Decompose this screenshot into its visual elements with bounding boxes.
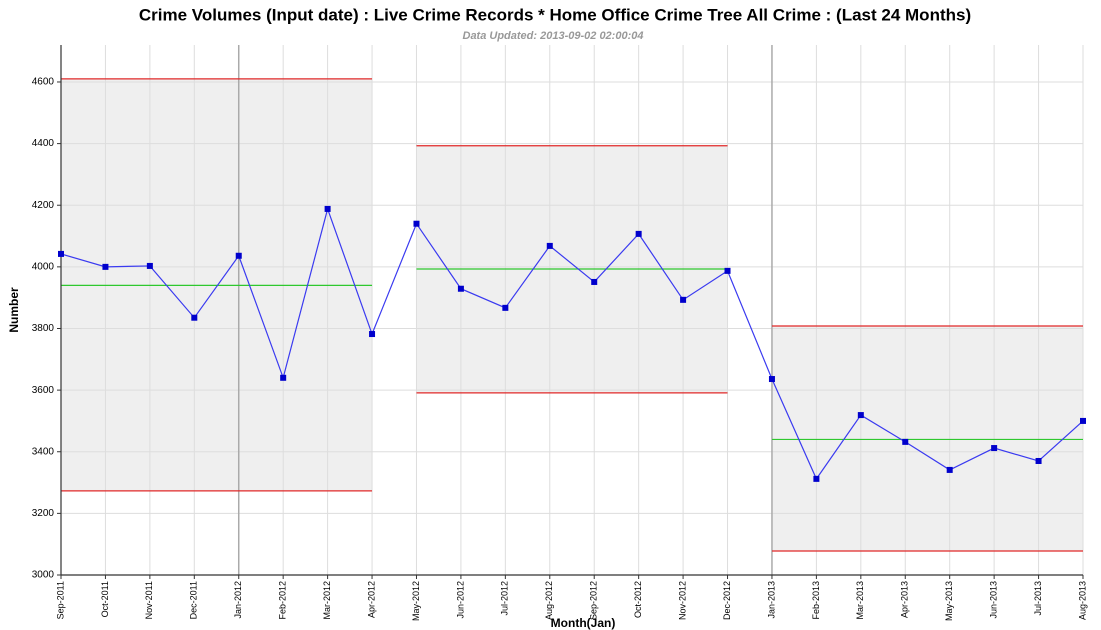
data-point <box>724 267 731 274</box>
y-axis-label: Number <box>7 287 21 333</box>
x-tick-label: Jun-2013 <box>989 581 999 619</box>
y-tick-label: 4400 <box>32 138 55 149</box>
x-tick-label: Dec-2011 <box>189 581 199 619</box>
data-point <box>146 262 153 269</box>
x-tick-label: Feb-2013 <box>811 581 821 620</box>
x-tick-label: Jan-2012 <box>233 581 243 619</box>
y-tick-label: 3600 <box>32 385 55 396</box>
data-point <box>1080 417 1086 424</box>
x-tick-label: Jul-2013 <box>1033 581 1043 616</box>
x-tick-label: May-2013 <box>944 581 954 621</box>
y-tick-label: 4600 <box>32 77 55 88</box>
y-tick-label: 3800 <box>32 323 55 334</box>
data-point <box>680 296 687 303</box>
y-tick-label: 3000 <box>32 570 55 581</box>
y-tick-label: 4200 <box>32 200 55 211</box>
control-band <box>771 326 1083 551</box>
data-point <box>991 445 998 452</box>
x-tick-label: Sep-2012 <box>589 581 599 620</box>
data-point <box>324 205 331 212</box>
data-point <box>591 278 598 285</box>
data-point <box>946 466 953 473</box>
x-tick-label: May-2012 <box>411 581 421 621</box>
x-tick-label: Dec-2012 <box>722 581 732 620</box>
x-tick-label: Jul-2012 <box>500 581 510 616</box>
x-axis-label: Month(Jan) <box>551 616 616 630</box>
y-tick-label: 3400 <box>32 446 55 457</box>
data-point <box>457 285 464 292</box>
x-tick-label: Mar-2013 <box>855 581 865 620</box>
data-point <box>1035 457 1042 464</box>
data-point <box>635 230 642 237</box>
data-point <box>102 263 109 270</box>
x-tick-label: Aug-2013 <box>1077 581 1087 620</box>
data-point <box>369 331 376 338</box>
x-tick-label: Jan-2013 <box>766 581 776 619</box>
x-tick-label: Sep-2011 <box>55 581 65 619</box>
x-tick-label: Oct-2011 <box>100 581 110 617</box>
y-tick-label: 3200 <box>32 508 55 519</box>
x-tick-label: Mar-2012 <box>322 581 332 620</box>
data-point <box>768 376 775 383</box>
chart-subtitle: Data Updated: 2013-09-02 02:00:04 <box>463 30 644 42</box>
data-point <box>280 374 287 381</box>
data-point <box>857 412 864 419</box>
x-tick-label: Oct-2012 <box>633 581 643 618</box>
data-point <box>813 475 820 482</box>
data-point <box>413 220 420 227</box>
data-point <box>902 438 909 445</box>
x-tick-label: Jun-2012 <box>455 581 465 619</box>
y-tick-label: 4000 <box>32 262 55 273</box>
x-tick-label: Apr-2012 <box>366 581 376 618</box>
x-tick-label: Nov-2012 <box>677 581 687 620</box>
x-tick-label: Apr-2013 <box>900 581 910 618</box>
data-point <box>191 314 198 321</box>
x-tick-label: Feb-2012 <box>278 581 288 620</box>
data-point <box>58 250 64 257</box>
x-tick-label: Aug-2012 <box>544 581 554 620</box>
data-line <box>60 206 1084 481</box>
x-tick-label: Nov-2011 <box>144 581 154 619</box>
data-point <box>546 242 553 249</box>
data-point <box>502 304 509 311</box>
chart-title: Crime Volumes (Input date) : Live Crime … <box>139 5 971 24</box>
data-point <box>235 252 242 259</box>
